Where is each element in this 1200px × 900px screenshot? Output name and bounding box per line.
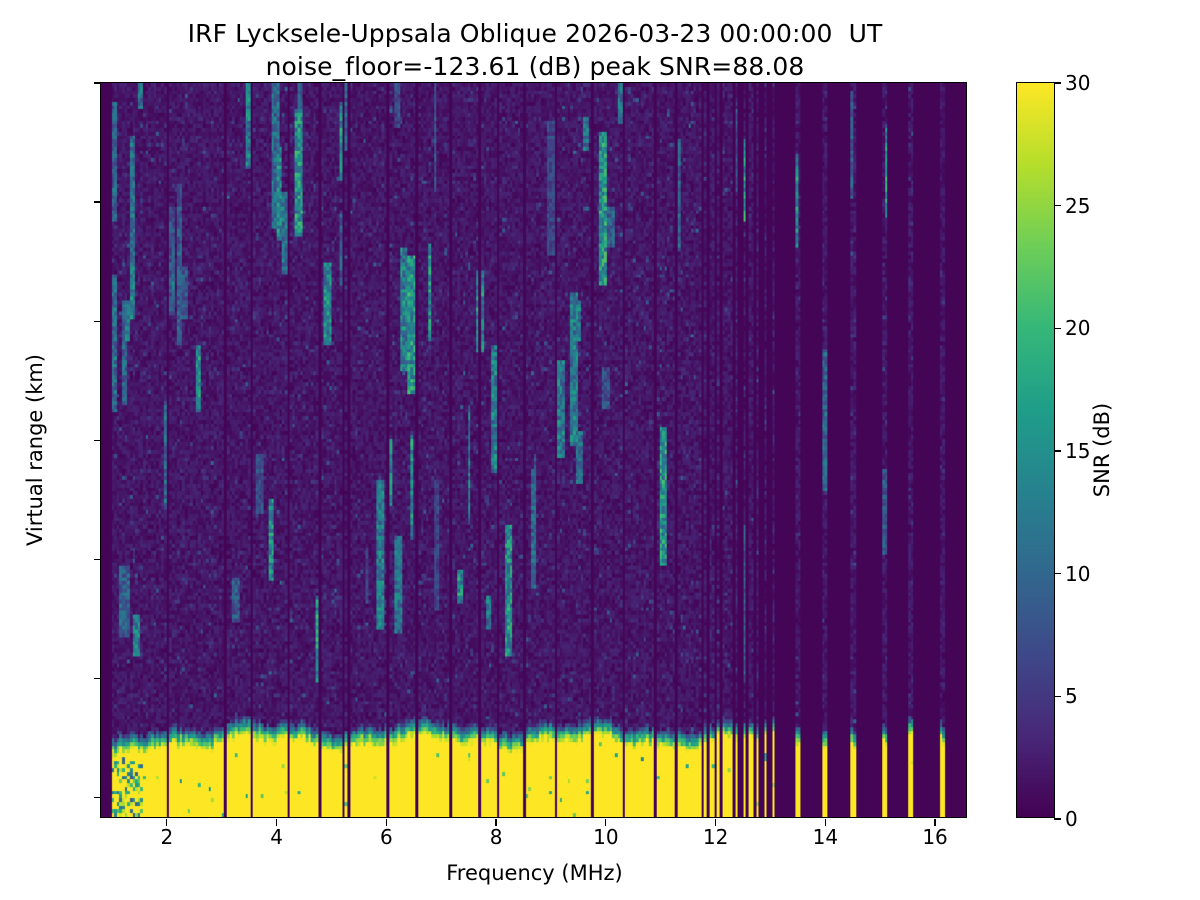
- colorbar-tick-mark-20: [1054, 327, 1061, 329]
- colorbar-tick-label-20: 20: [1065, 316, 1091, 341]
- x-tick-mark-6: [385, 819, 387, 826]
- y-tick-mark-300: [94, 439, 101, 441]
- ionogram-heatmap[interactable]: [101, 83, 966, 817]
- x-tick-mark-12: [714, 819, 717, 826]
- colorbar-tick-mark-15: [1054, 450, 1061, 452]
- colorbar-tick-label-15: 15: [1065, 439, 1091, 463]
- colorbar-label: SNR (dB): [1090, 402, 1114, 498]
- colorbar-tick-mark-25: [1054, 205, 1061, 207]
- y-tick-mark-200: [94, 558, 101, 561]
- y-tick-mark-600: [94, 82, 101, 84]
- x-tick-label-8: 8: [489, 825, 503, 849]
- colorbar-tick-label-10: 10: [1065, 561, 1091, 586]
- colorbar-tick-mark-0: [1054, 818, 1061, 820]
- title-line-1: IRF Lycksele-Uppsala Oblique 2026-03-23 …: [187, 19, 883, 48]
- colorbar-tick-mark-30: [1054, 82, 1061, 84]
- x-tick-label-12: 12: [702, 825, 729, 849]
- y-axis-label: Virtual range (km): [23, 353, 47, 547]
- figure-title: IRF Lycksele-Uppsala Oblique 2026-03-23 …: [0, 18, 1070, 83]
- x-tick-mark-16: [934, 819, 936, 826]
- x-tick-label-2: 2: [160, 825, 174, 849]
- title-line-2: noise_floor=-123.61 (dB) peak SNR=88.08: [265, 51, 805, 81]
- colorbar-tick-mark-10: [1054, 573, 1061, 575]
- x-tick-label-14: 14: [812, 825, 839, 849]
- plot-area[interactable]: Virtual range (km) Frequency (MHz) 01002…: [23, 82, 967, 885]
- colorbar-tick-label-5: 5: [1065, 684, 1078, 709]
- x-tick-label-16: 16: [922, 825, 948, 849]
- y-tick-mark-400: [94, 320, 101, 322]
- y-tick-mark-0: [94, 796, 101, 799]
- x-tick-mark-10: [605, 819, 607, 826]
- colorbar-tick-label-0: 0: [1065, 807, 1078, 831]
- colorbar-tick-label-25: 25: [1065, 193, 1091, 218]
- x-tick-mark-4: [275, 819, 278, 826]
- x-tick-label-10: 10: [593, 825, 619, 849]
- colorbar-tick-mark-5: [1054, 695, 1061, 697]
- colorbar-gradient: [1017, 83, 1054, 817]
- colorbar-tick-label-30: 30: [1065, 71, 1091, 95]
- x-axis-label: Frequency (MHz): [446, 861, 623, 885]
- x-tick-mark-14: [824, 819, 826, 826]
- x-tick-mark-8: [495, 819, 497, 826]
- y-tick-mark-500: [94, 201, 101, 203]
- x-tick-mark-2: [166, 819, 168, 826]
- colorbar[interactable]: 0 5 10 15 20 25 30: [1016, 71, 1090, 831]
- y-tick-mark-100: [94, 677, 101, 680]
- x-tick-label-6: 6: [379, 825, 393, 849]
- x-tick-label-4: 4: [270, 825, 283, 849]
